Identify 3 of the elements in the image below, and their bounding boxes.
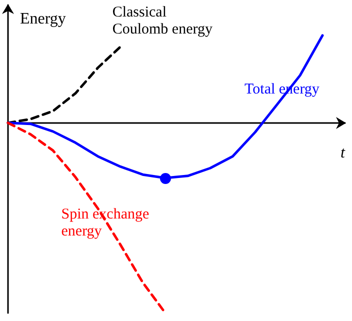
series-label: Classical Coulomb energy [112,4,213,38]
x-axis-title: t [340,144,346,162]
y-axis-title: Energy [20,10,66,28]
